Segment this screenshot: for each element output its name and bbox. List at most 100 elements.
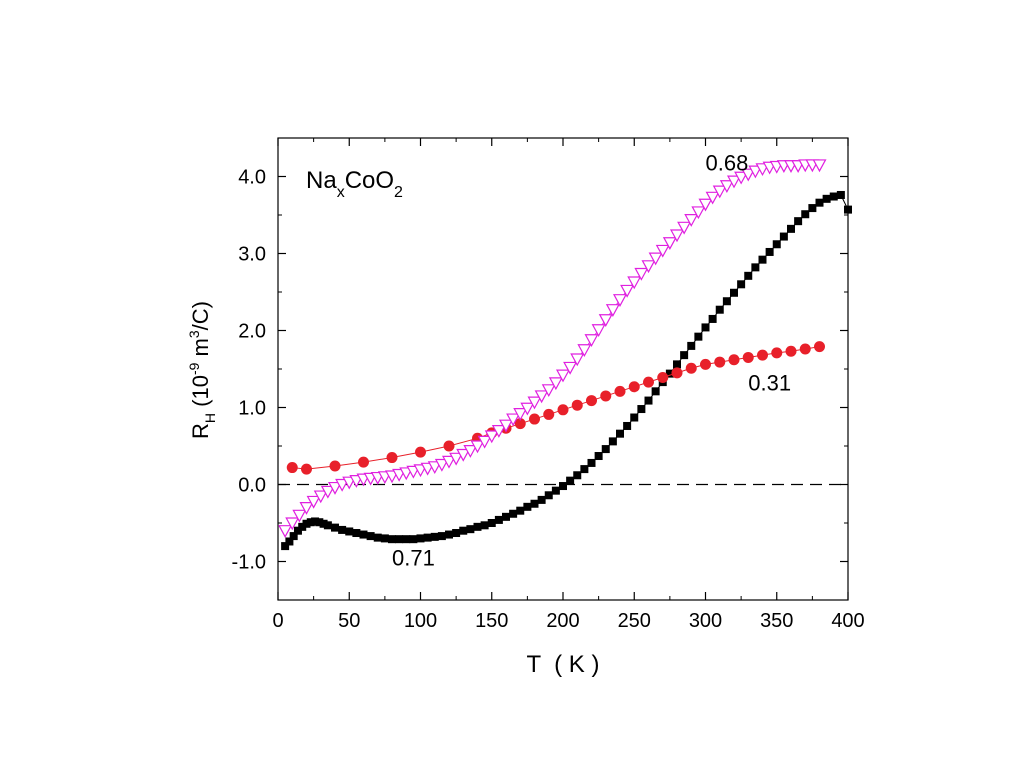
data-point-triangle (741, 168, 756, 182)
data-point-square (765, 247, 774, 256)
data-point-square (737, 280, 746, 289)
data-point-square (630, 413, 639, 422)
data-point-triangle (541, 384, 556, 398)
x-tick-label: 300 (689, 610, 722, 632)
data-point-triangle (299, 502, 314, 515)
data-point-circle (643, 376, 654, 388)
data-point-square (644, 396, 653, 405)
data-point-triangle (677, 221, 692, 235)
data-point-square (551, 486, 560, 495)
data-point-square (694, 332, 703, 341)
data-point-square (829, 192, 838, 201)
x-axis-label: T ( K ) (527, 651, 600, 678)
data-point-square (637, 405, 646, 414)
series-layer (278, 159, 852, 551)
data-point-circle (358, 456, 369, 468)
data-point-square (373, 533, 382, 542)
data-point-circle (799, 343, 811, 355)
data-point-circle (657, 371, 669, 383)
x-tick-label: 350 (760, 610, 793, 632)
data-point-triangle (320, 485, 335, 499)
data-point-triangle (520, 402, 535, 416)
data-point-square (480, 521, 489, 530)
data-point-triangle (513, 408, 528, 421)
data-point-square (319, 519, 328, 528)
data-point-square (380, 534, 389, 543)
data-point-triangle (434, 458, 449, 472)
data-point-circle (771, 347, 783, 359)
y-tick-label: 2.0 (238, 321, 266, 343)
data-point-triangle (285, 517, 300, 531)
data-point-square (566, 476, 575, 485)
data-point-triangle (498, 419, 514, 433)
data-point-triangle (620, 284, 635, 298)
data-point-square (409, 535, 418, 544)
data-point-triangle (548, 377, 563, 391)
data-point-circle (757, 349, 768, 361)
data-point-square (744, 271, 753, 280)
data-point-square (285, 537, 294, 546)
data-point-triangle (712, 185, 727, 199)
data-point-triangle (335, 478, 350, 492)
data-point-square (708, 314, 717, 323)
series-0-71 (281, 190, 852, 551)
x-tick-label: 50 (338, 610, 360, 632)
data-point-square (494, 515, 503, 524)
data-point-square (523, 502, 532, 511)
data-point-triangle (484, 430, 499, 444)
formula-label: NaxCoO2 (306, 167, 403, 201)
data-point-triangle (584, 334, 599, 347)
data-point-square (722, 297, 731, 306)
data-point-triangle (449, 452, 464, 466)
data-point-triangle (555, 369, 571, 383)
data-point-square (794, 217, 803, 226)
data-point-circle (329, 460, 341, 472)
x-tick-label: 400 (831, 610, 864, 632)
series-0-68 (278, 159, 827, 538)
data-point-square (616, 429, 624, 438)
data-point-circle (742, 351, 754, 363)
data-point-square (452, 529, 461, 538)
data-point-square (822, 194, 831, 203)
data-point-square (437, 532, 446, 541)
data-point-square (680, 351, 689, 360)
data-point-square (787, 224, 795, 233)
data-point-square (293, 526, 302, 535)
data-point-square (298, 522, 307, 531)
data-point-triangle (477, 435, 492, 449)
data-point-triangle (306, 495, 321, 509)
data-point-triangle (427, 461, 442, 475)
series-annotation: 0.31 (748, 371, 791, 396)
y-axis-label: RH (10-9 m3/C) (186, 301, 218, 439)
data-point-circle (586, 395, 597, 407)
data-point-square (801, 210, 810, 219)
data-point-circle (714, 356, 726, 368)
data-point-square (416, 534, 425, 543)
data-point-square (281, 542, 290, 551)
data-point-triangle (719, 180, 734, 193)
data-point-triangle (563, 361, 578, 375)
data-point-square (601, 445, 610, 454)
data-point-circle (301, 463, 312, 475)
data-point-triangle (591, 324, 606, 337)
data-point-square (516, 506, 525, 515)
data-point-triangle (605, 304, 620, 317)
data-point-triangle (456, 448, 471, 462)
data-point-square (537, 495, 546, 504)
data-point-triangle (734, 171, 749, 185)
series-0-31 (286, 341, 825, 475)
y-tick-label: 0.0 (238, 475, 266, 497)
data-point-square (331, 523, 339, 532)
data-point-square (751, 263, 760, 272)
data-point-square (430, 532, 439, 541)
data-point-square (665, 369, 674, 378)
x-tick-label: 250 (618, 610, 651, 632)
data-point-triangle (441, 455, 457, 469)
data-point-triangle (812, 159, 827, 173)
ticks-group: 0 50 100 150 200 250 300 350 400 -1.0 0.0 1.0 2.0 3.0… (232, 137, 865, 632)
data-point-square (623, 421, 632, 430)
data-point-circle (529, 413, 540, 425)
data-point-triangle (577, 344, 592, 358)
